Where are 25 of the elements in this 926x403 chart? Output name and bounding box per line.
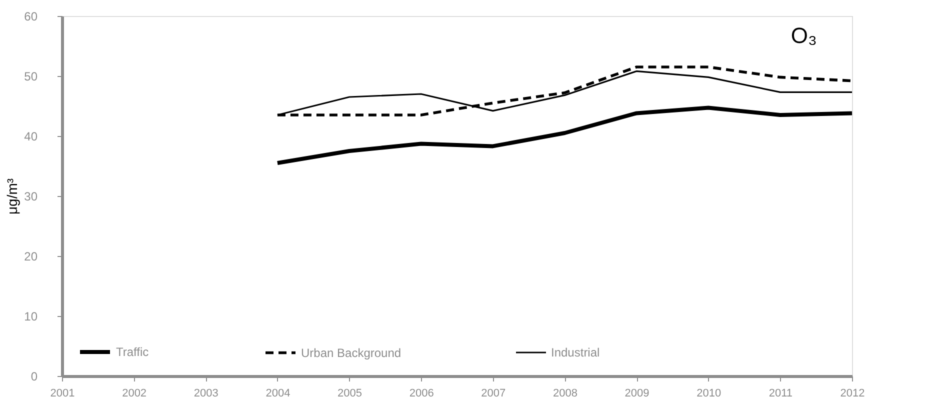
x-tick-label: 2006 bbox=[409, 388, 434, 400]
x-tick-label: 2008 bbox=[552, 388, 578, 400]
x-tick-label: 2003 bbox=[194, 388, 218, 400]
y-tick-label: 60 bbox=[24, 10, 38, 24]
y-tick-label: 50 bbox=[24, 70, 38, 84]
x-tick-label: 2005 bbox=[338, 388, 362, 400]
y-tick-label: 0 bbox=[30, 370, 38, 384]
y-tick-label: 30 bbox=[24, 190, 38, 204]
annotation: O₃ bbox=[790, 23, 817, 48]
x-tick-label: 2011 bbox=[768, 388, 793, 400]
y-tick-label: 40 bbox=[24, 130, 38, 144]
line-series bbox=[275, 106, 854, 165]
x-tick-label: 2001 bbox=[50, 388, 75, 400]
x-tick-label: 2004 bbox=[266, 388, 290, 400]
y-tick-label: 20 bbox=[24, 250, 38, 264]
x-tick-label: 2002 bbox=[122, 388, 147, 400]
legend-label: Urban Background bbox=[301, 346, 402, 360]
y-tick-label: 10 bbox=[24, 310, 38, 324]
x-tick-label: 2007 bbox=[481, 388, 506, 400]
x-tick-label: 2009 bbox=[624, 388, 650, 400]
x-tick-label: 2010 bbox=[696, 388, 722, 400]
legend-label: Traffic bbox=[116, 345, 149, 359]
y-axis-title: μg/m³ bbox=[4, 178, 20, 215]
legend-label: Industrial bbox=[551, 346, 600, 360]
x-tick-label: 2012 bbox=[840, 388, 865, 400]
